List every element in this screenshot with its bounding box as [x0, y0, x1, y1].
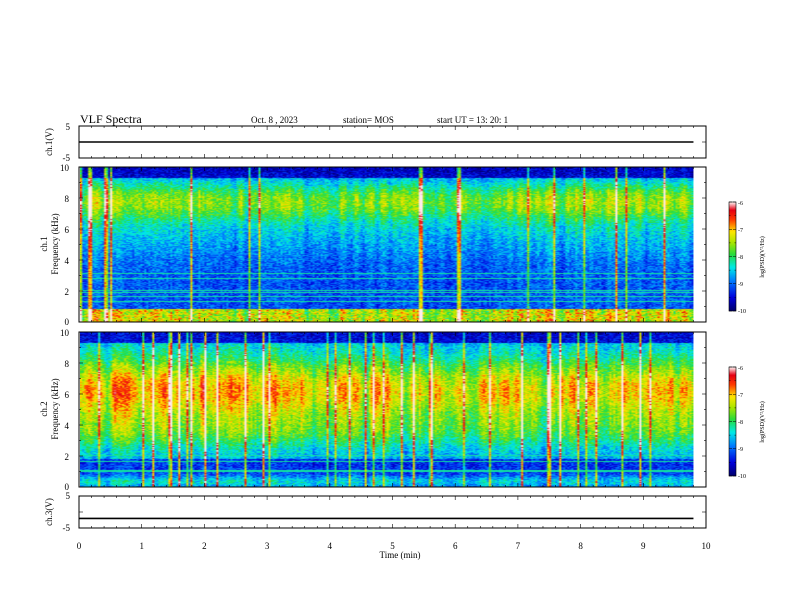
cbar1-tick-m10: -10 — [738, 309, 746, 315]
cbar2-tick-m9: -9 — [738, 447, 743, 453]
ch2-frequency-axis-label: Frequency (kHz) — [50, 378, 60, 439]
x-tick-label: 9 — [641, 541, 646, 551]
panel-ch1-voltage: 5 -5 ch.1(V) — [44, 122, 707, 163]
ch1-freq-tick-2: 2 — [65, 287, 70, 297]
colorbar-ch1-label: log(PSD)(V²/Hz) — [759, 236, 766, 277]
ch1-ytick-5: 5 — [66, 122, 71, 132]
figure-title: VLF Spectra — [80, 112, 142, 126]
ch3-ytick-neg5: -5 — [63, 523, 71, 533]
ch1-freq-tick-6: 6 — [65, 225, 70, 235]
x-tick-label: 0 — [77, 541, 82, 551]
ch2-freq-tick-2: 2 — [65, 452, 70, 462]
ch2-freq-tick-10: 10 — [60, 328, 70, 338]
ch3-voltage-ylabel: ch.3(V) — [44, 498, 54, 526]
x-tick-label: 6 — [453, 541, 458, 551]
colorbar-ch2-gradient — [729, 367, 736, 476]
panel-ch2-spectrogram: 10 8 6 4 2 0 ch.2 Frequency (kHz) — [39, 328, 707, 492]
ch1-voltage-ylabel: ch.1(V) — [44, 128, 54, 156]
x-tick-label: 7 — [516, 541, 521, 551]
ch3-ytick-5: 5 — [66, 491, 71, 501]
panel-ch1-spectrogram: 10 8 6 4 2 0 ch.1 Frequency (kHz) — [39, 163, 707, 327]
date-label: Oct. 8 , 2023 — [251, 115, 298, 125]
ch2-freq-tick-6: 6 — [65, 390, 70, 400]
station-label: station= MOS — [343, 115, 394, 125]
cbar2-tick-m6: -6 — [738, 366, 743, 372]
ch2-freq-tick-4: 4 — [65, 421, 70, 431]
x-tick-label: 10 — [702, 541, 712, 551]
ch2-freq-tick-0: 0 — [65, 482, 70, 492]
panel-ch3-voltage: 5 -5 ch.3(V) 0 1 2 3 4 5 6 7 8 9 10 Time (min) — [44, 491, 711, 560]
x-tick-label: 1 — [139, 541, 144, 551]
cbar1-tick-m9: -9 — [738, 282, 743, 288]
ch2-spectrogram-ylabel: ch.2 — [39, 401, 49, 416]
cbar2-tick-m7: -7 — [738, 393, 743, 399]
cbar1-tick-m6: -6 — [738, 201, 743, 207]
time-axis-label: Time (min) — [380, 550, 421, 560]
ch1-ytick-neg5: -5 — [63, 153, 71, 163]
x-tick-label: 8 — [578, 541, 583, 551]
ch1-freq-tick-4: 4 — [65, 256, 70, 266]
cbar1-tick-m8: -8 — [738, 255, 743, 261]
ch1-freq-tick-8: 8 — [65, 194, 70, 204]
cbar1-tick-m7: -7 — [738, 228, 743, 234]
start-time-label: start UT = 13: 20: 1 — [437, 115, 508, 125]
colorbar-ch1-gradient — [729, 202, 736, 311]
colorbar-ch1: -6 -7 -8 -9 -10 log(PSD)(V²/Hz) — [728, 201, 766, 315]
ch1-freq-tick-0: 0 — [65, 317, 70, 327]
x-tick-label: 4 — [328, 541, 333, 551]
ch1-spectrogram-ylabel: ch.1 — [39, 236, 49, 251]
x-tick-label: 2 — [202, 541, 207, 551]
ch2-freq-tick-8: 8 — [65, 359, 70, 369]
cbar2-tick-m10: -10 — [738, 474, 746, 480]
ch1-spectrogram-image — [80, 167, 694, 322]
ch2-spectrogram-image — [80, 332, 694, 487]
ch1-frequency-axis-label: Frequency (kHz) — [50, 213, 60, 274]
colorbar-ch2: -6 -7 -8 -9 -10 log(PSD)(V²/Hz) — [728, 366, 766, 480]
ch1-freq-tick-10: 10 — [60, 163, 70, 173]
panel-ch3-voltage-frame — [78, 495, 707, 529]
colorbar-ch2-label: log(PSD)(V²/Hz) — [759, 401, 766, 442]
x-tick-label: 3 — [265, 541, 270, 551]
cbar2-tick-m8: -8 — [738, 420, 743, 426]
x-tick-label: 5 — [390, 541, 395, 551]
